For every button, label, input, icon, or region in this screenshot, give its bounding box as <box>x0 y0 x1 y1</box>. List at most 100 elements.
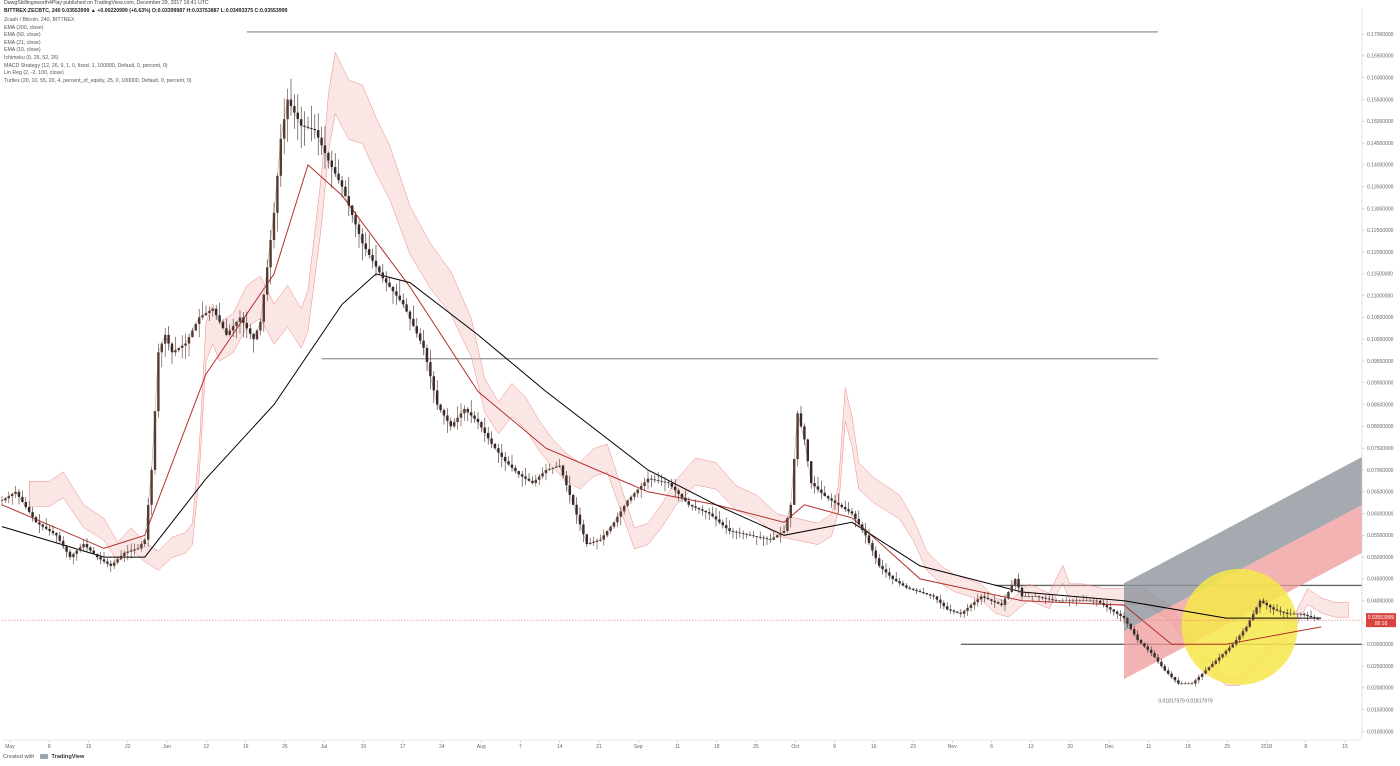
candle-body <box>487 432 490 439</box>
candle-body <box>361 233 364 244</box>
x-tick-label: 24 <box>439 744 445 750</box>
legend-item[interactable]: Zcash / Bitcoin, 240, BITTREX <box>4 17 75 23</box>
candle-body <box>225 328 228 335</box>
candle-body <box>174 350 177 353</box>
candle-body <box>1207 667 1211 671</box>
candle-body <box>167 334 170 344</box>
candle-body <box>300 119 303 126</box>
x-tick-label: 12 <box>204 744 210 750</box>
candle-body <box>514 467 517 472</box>
candle-body <box>4 498 7 501</box>
candle-body <box>147 504 150 540</box>
y-tick-label: 0.16000000 <box>1367 76 1394 82</box>
candle-body <box>1082 600 1085 602</box>
candle-body <box>133 549 136 551</box>
candle-body <box>1061 600 1064 602</box>
candle-body <box>636 489 639 494</box>
tradingview-logo-icon <box>39 754 48 760</box>
candle-body <box>184 343 187 346</box>
candle-body <box>483 427 486 433</box>
legend-item[interactable]: EMA (10, close) <box>4 47 41 54</box>
candle-body <box>963 610 966 614</box>
candle-body <box>388 282 391 287</box>
candle-body <box>456 417 459 423</box>
x-tick-label: 19 <box>243 744 249 750</box>
candle-body <box>198 317 201 324</box>
candle-body <box>942 602 945 607</box>
candle-body <box>45 526 48 529</box>
candle-body <box>1133 629 1136 635</box>
candle-body <box>935 596 939 600</box>
candle-body <box>1258 600 1262 608</box>
candle-body <box>119 556 123 560</box>
candle-body <box>895 578 898 582</box>
candle-body <box>725 525 728 529</box>
candle-body <box>949 609 952 611</box>
candle-body <box>1007 592 1010 599</box>
candle-body <box>259 321 262 331</box>
candle-body <box>1017 578 1020 588</box>
candle-body <box>986 597 990 600</box>
tradingview-brand[interactable]: TradingView <box>51 754 85 760</box>
candle-body <box>208 310 211 314</box>
candle-body <box>881 565 884 570</box>
y-axis: 0.17000000 0.16500000 0.16000000 0.15500000… <box>1361 8 1394 738</box>
y-tick-label: 0.01500000 <box>1367 707 1394 713</box>
ichimoku-cloud <box>28 51 1349 686</box>
x-tick-label: 22 <box>125 744 131 750</box>
candle-body <box>667 482 670 484</box>
candle-body <box>92 550 95 554</box>
candle-body <box>289 99 293 107</box>
candle-body <box>1187 683 1190 685</box>
y-tick-label: 0.07500000 <box>1367 446 1394 452</box>
candle-body <box>1156 657 1160 662</box>
candle-body <box>123 552 126 557</box>
candle-body <box>1102 602 1105 606</box>
y-tick-label: 0.14000000 <box>1367 163 1394 169</box>
x-tick-label: Sep <box>634 744 643 750</box>
candle-body <box>58 535 61 541</box>
legend-item[interactable]: Lin Reg (2, -2, 100, close) <box>4 70 64 77</box>
candle-body <box>1313 617 1316 619</box>
candle-body <box>7 496 10 499</box>
candle-body <box>1150 649 1153 654</box>
candle-body <box>466 408 469 413</box>
y-tick-label: 0.15000000 <box>1367 119 1394 125</box>
candle-body <box>136 548 140 550</box>
candle-body <box>11 493 14 497</box>
price-box-bg <box>1366 613 1396 628</box>
candle-body <box>568 485 571 496</box>
x-tick-label: 18 <box>1185 744 1191 750</box>
candle-body <box>694 506 697 508</box>
legend-item[interactable]: Turtles (20, 10, 55, 20, 4, percent_of_e… <box>4 77 192 84</box>
legend-item[interactable]: EMA (50, close) <box>4 32 41 39</box>
candle-body <box>1248 620 1251 627</box>
candle-body <box>874 550 877 559</box>
chart-header: DawgSkillingsworth4Play published on Tra… <box>4 0 904 15</box>
legend-item[interactable]: EMA (21, close) <box>4 39 41 46</box>
candle-body <box>531 480 534 484</box>
candle-body <box>922 592 925 594</box>
candle-body <box>89 547 92 551</box>
candle-body <box>517 471 520 475</box>
candle-body <box>708 512 711 514</box>
candle-body <box>990 599 993 601</box>
candle-body <box>755 536 758 537</box>
candle-body <box>776 535 779 538</box>
candle-body <box>704 510 707 513</box>
candle-body <box>660 480 663 482</box>
candle-body <box>181 345 184 348</box>
legend-item[interactable]: Ichimoku (9, 26, 52, 26) <box>4 54 59 61</box>
x-tick-label: 18 <box>714 744 720 750</box>
candle-body <box>769 538 772 540</box>
legend-item[interactable]: MACD Strategy (12, 26, 9, 1, 0, fixed, 1… <box>4 62 168 69</box>
candle-body <box>738 532 741 534</box>
candle-body <box>218 315 221 322</box>
y-tick-label: 0.10000000 <box>1367 337 1394 343</box>
candle-body <box>470 412 473 416</box>
candle-body <box>1177 680 1180 684</box>
candle-body <box>449 420 452 427</box>
candle-body <box>820 489 823 493</box>
legend-item[interactable]: EMA (200, close) <box>4 24 44 31</box>
